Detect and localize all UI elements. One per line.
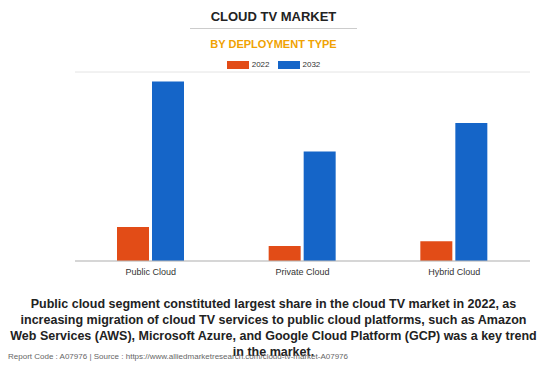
html-text:Report Code : A07976 | Source: Report Code : A07976 | Source : https://…	[8, 352, 348, 361]
html-text:2022: 2022	[251, 60, 270, 69]
html-text:2032: 2032	[302, 60, 321, 69]
svg-text:Private Cloud: Private Cloud	[275, 267, 329, 277]
svg-text:Hybrid Cloud: Hybrid Cloud	[428, 267, 480, 277]
svg-text:Public Cloud: Public Cloud	[126, 267, 177, 277]
html-text:Public cloud segment constitut: Public cloud segment constituted largest…	[10, 297, 537, 359]
html-text:BY DEPLOYMENT TYPE: BY DEPLOYMENT TYPE	[210, 38, 337, 50]
html-text:CLOUD TV MARKET: CLOUD TV MARKET	[210, 9, 337, 24]
